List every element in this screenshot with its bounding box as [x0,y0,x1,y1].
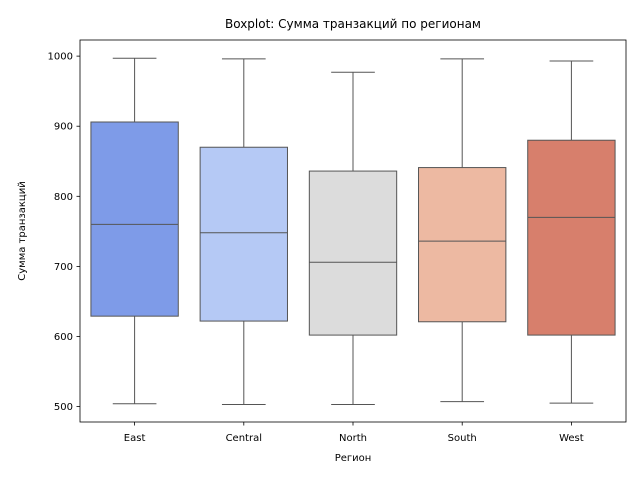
box-north [308,71,398,405]
x-tick-label: South [448,433,477,444]
box-south [418,58,507,403]
x-tick-label: Central [226,433,262,444]
iqr-box [90,121,179,317]
y-tick-label: 700 [54,262,73,273]
y-axis-title: Сумма транзакций [17,181,28,280]
y-tick-label: 500 [54,402,73,413]
plot-area: 500 600 700 800 900 1000 East Central North South… [48,39,627,444]
iqr-box [199,146,288,322]
x-tick-label: North [339,433,367,444]
y-tick-label: 800 [54,192,73,203]
y-tick-label: 600 [54,332,73,343]
y-tick-label: 1000 [48,52,73,63]
x-tick-label: East [124,433,146,444]
iqr-box [308,170,398,336]
chart-title: Boxplot: Сумма транзакций по регионам [225,17,481,31]
y-tick-label: 900 [54,122,73,133]
box-east [90,57,179,405]
x-tick-label: West [559,433,584,444]
iqr-box [527,139,616,336]
box-west [527,60,616,404]
x-axis-title: Регион [335,453,372,464]
iqr-box [418,167,507,323]
box-central [199,58,288,405]
